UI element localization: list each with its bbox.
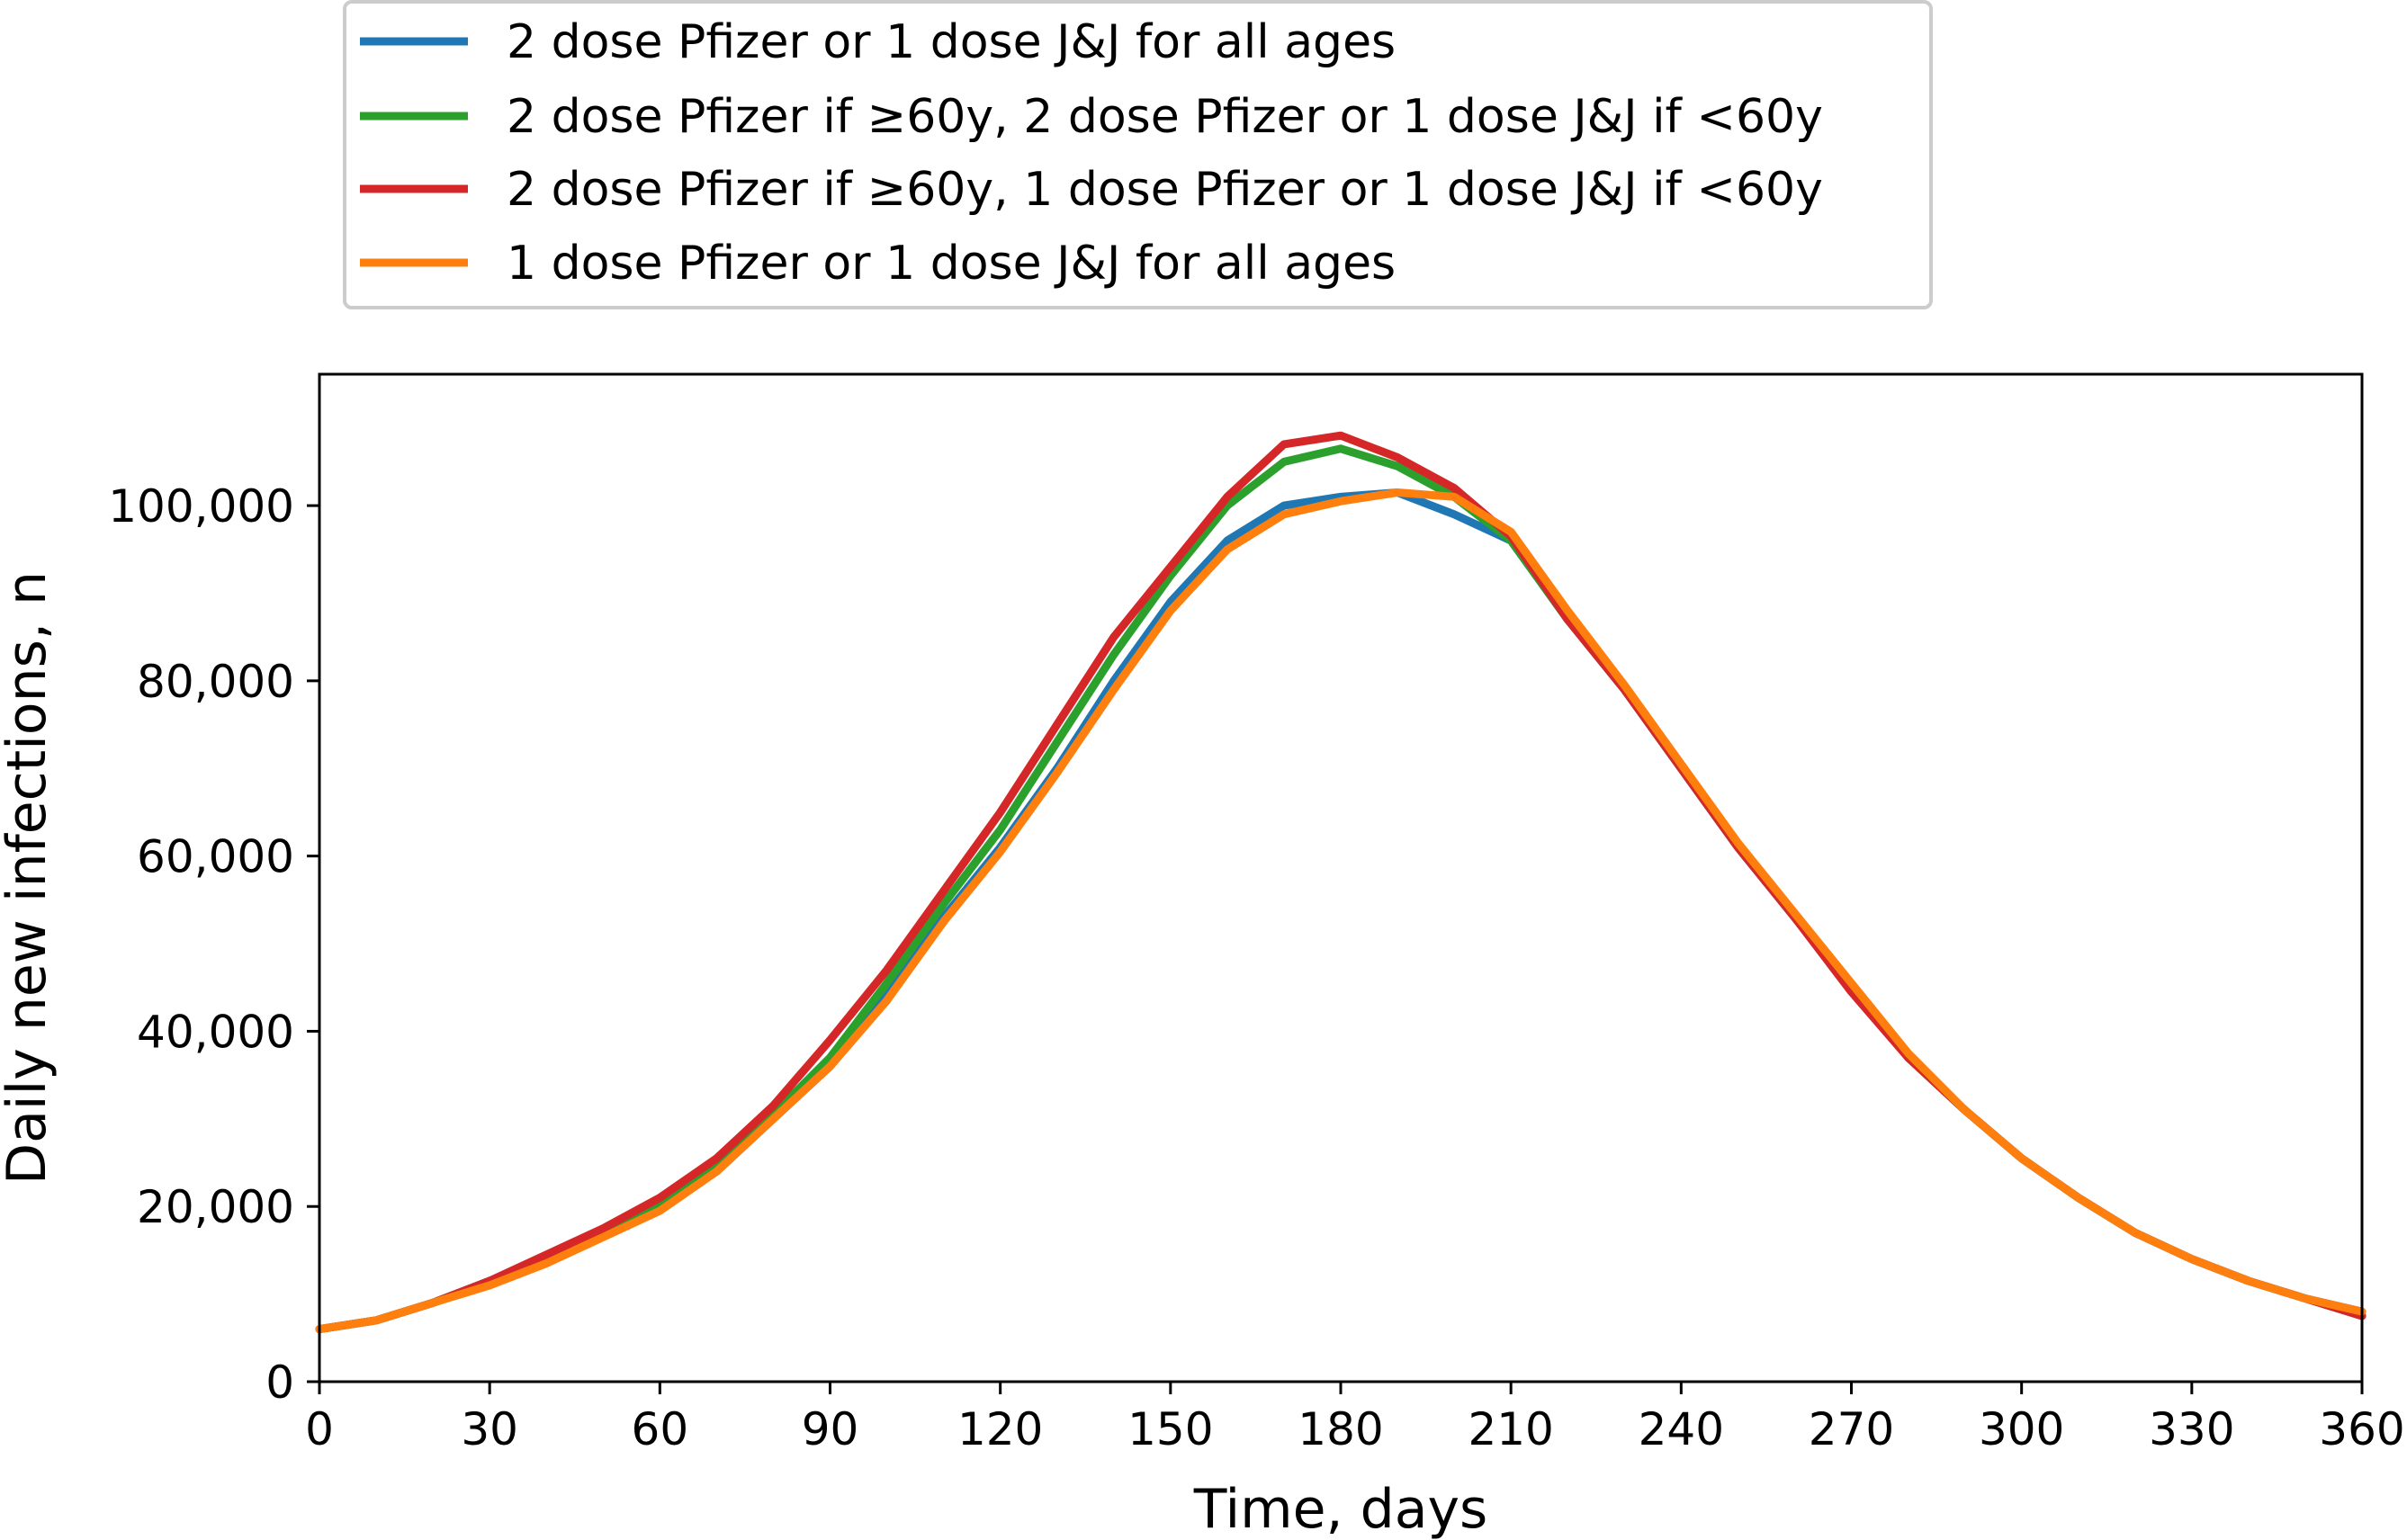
legend-entry-4: 1 dose Pfizer or 1 dose J&J for all ages	[360, 237, 1396, 291]
series-2	[315, 444, 2367, 1334]
y-axis-ticks: 0 20,000 40,000 60,000 80,000 100,000	[108, 480, 319, 1409]
legend-label-2: 2 dose Pfizer if ≥60y, 2 dose Pfizer or …	[507, 90, 1823, 144]
x-tick-label: 0	[305, 1403, 334, 1455]
y-tick-label: 20,000	[137, 1181, 294, 1233]
legend-entry-1: 2 dose Pfizer or 1 dose J&J for all ages	[360, 15, 1396, 69]
x-tick-label: 150	[1127, 1403, 1213, 1455]
series-3	[315, 431, 2367, 1334]
series-4	[315, 488, 2367, 1334]
x-tick-label: 210	[1468, 1403, 1553, 1455]
legend-label-1: 2 dose Pfizer or 1 dose J&J for all ages	[507, 15, 1396, 69]
x-tick-label: 240	[1639, 1403, 1724, 1455]
x-tick-label: 270	[1809, 1403, 1894, 1455]
x-tick-label: 60	[632, 1403, 689, 1455]
series-line-2	[315, 444, 2367, 1334]
series-line-4	[315, 488, 2367, 1334]
x-tick-label: 120	[957, 1403, 1043, 1455]
x-tick-label: 30	[461, 1403, 518, 1455]
legend-entry-2: 2 dose Pfizer if ≥60y, 2 dose Pfizer or …	[360, 90, 1823, 144]
x-tick-label: 300	[1979, 1403, 2064, 1455]
x-axis-ticks: 0 30 60 90 120 150 180 210 240 270 300 330 360	[305, 1382, 2405, 1455]
y-tick-label: 80,000	[137, 656, 294, 708]
legend-label-4: 1 dose Pfizer or 1 dose J&J for all ages	[507, 237, 1396, 291]
x-tick-label: 90	[802, 1403, 859, 1455]
legend-box	[343, 0, 1933, 309]
series-line-3	[315, 431, 2367, 1334]
x-axis-label: Time, days	[1193, 1478, 1488, 1540]
y-tick-label: 40,000	[137, 1006, 294, 1058]
plot-area-frame	[318, 372, 2364, 1383]
legend-entry-3: 2 dose Pfizer if ≥60y, 1 dose Pfizer or …	[360, 163, 1823, 217]
y-tick-label: 0	[265, 1356, 294, 1409]
series-layer	[315, 431, 2367, 1334]
x-tick-label: 330	[2149, 1403, 2234, 1455]
series-line-1	[315, 488, 2367, 1334]
legend-label-3: 2 dose Pfizer if ≥60y, 1 dose Pfizer or …	[507, 163, 1823, 217]
y-tick-label: 60,000	[137, 831, 294, 883]
legend: 2 dose Pfizer or 1 dose J&J for all ages…	[343, 0, 1933, 309]
x-tick-label: 360	[2319, 1403, 2404, 1455]
x-tick-label: 180	[1298, 1403, 1383, 1455]
series-1	[315, 488, 2367, 1334]
y-axis-label: Daily new infections, n	[0, 571, 58, 1185]
y-tick-label: 100,000	[108, 480, 294, 533]
